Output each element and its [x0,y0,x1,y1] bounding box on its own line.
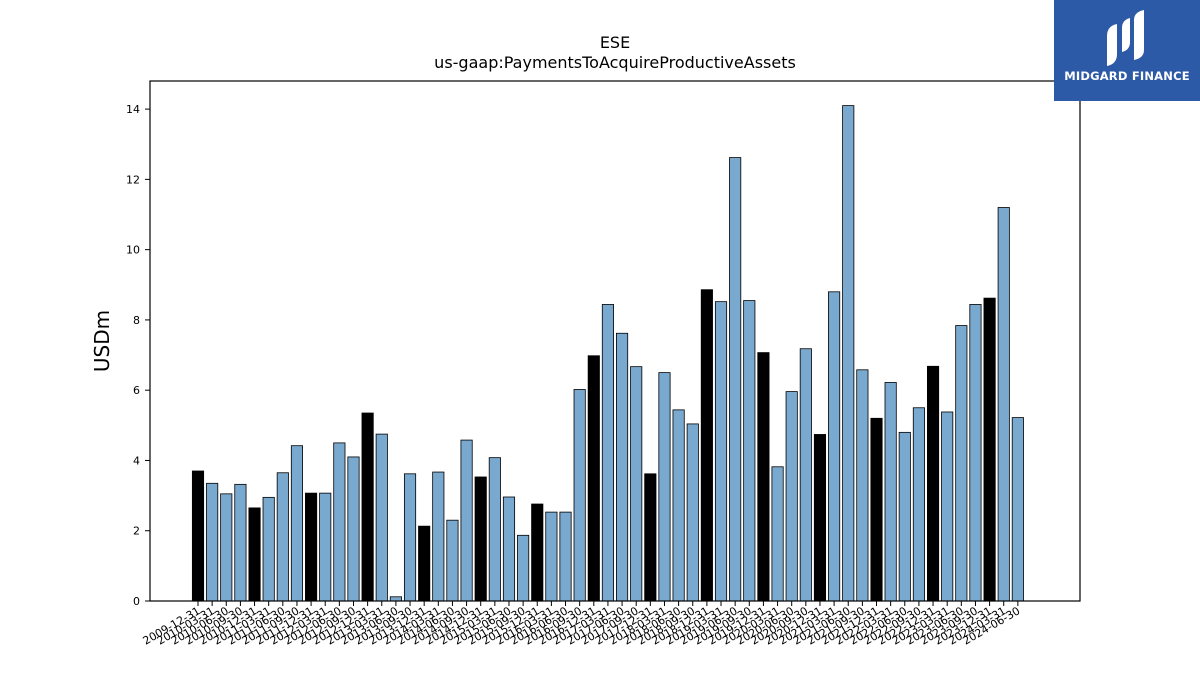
bar [955,325,968,602]
bar [319,492,332,602]
bar [1011,417,1024,602]
bar [234,483,247,602]
bar [403,473,417,602]
bar [305,492,318,602]
brand-logo: MIDGARD FINANCE [1054,0,1200,101]
bar [517,534,530,602]
bar [276,472,289,602]
y-tick-label: 14 [126,103,140,116]
bar [573,389,586,602]
bar [587,355,600,602]
bar [460,439,473,602]
bar [926,365,940,602]
bar [743,300,756,602]
bar [785,391,798,602]
bar [502,496,516,602]
bar [941,411,954,602]
y-tick-label: 10 [126,244,140,257]
y-tick-label: 8 [133,314,140,327]
bar [290,445,304,602]
bar [997,207,1010,602]
bar [729,157,742,602]
bar [545,511,558,602]
y-axis-ticks: 0 2 4 6 8 10 12 14 [126,103,150,608]
bar [446,519,459,602]
bar [347,456,360,602]
y-tick-label: 0 [133,595,140,608]
bar [488,457,501,602]
bar [771,466,784,602]
plot-frame [149,80,1081,602]
bar [870,417,883,602]
bar [333,442,346,602]
bar [714,301,728,602]
bar [884,382,897,602]
bar [898,431,911,602]
bar [389,596,402,602]
bar [828,291,841,602]
bar [432,471,445,602]
bar [361,412,374,602]
brand-logo-mark-icon [1107,10,1144,66]
bar [644,473,657,602]
bar [983,297,996,602]
bar [969,304,982,602]
chart-title: ESE [600,33,630,52]
bar [686,423,699,602]
bars-group [191,105,1024,602]
bar [474,476,487,602]
bar [799,348,812,602]
bar [842,105,855,602]
bar [191,470,205,602]
bar [658,372,671,602]
y-axis-label: USDm [90,310,114,372]
bar [531,503,544,602]
bar [700,289,713,602]
bar [375,433,388,602]
bar [856,369,869,602]
bar [418,525,431,602]
bar [220,493,233,602]
bar [757,352,770,602]
y-tick-label: 6 [133,384,140,397]
bar [813,434,827,602]
bar [616,332,629,602]
y-tick-label: 12 [126,173,140,186]
bar [601,304,614,602]
bar [248,507,261,602]
bar [206,482,219,602]
bar [912,407,925,602]
y-tick-label: 4 [133,454,140,467]
brand-name: MIDGARD FINANCE [1064,69,1190,83]
bar [262,496,275,602]
bar [630,366,643,602]
bar [672,409,685,602]
y-tick-label: 2 [133,525,140,538]
chart-subtitle: us-gaap:PaymentsToAcquireProductiveAsset… [434,53,796,72]
x-axis-ticks: 2009-12-312010-03-312010-06-302010-09-30… [141,601,1022,648]
bar [559,511,572,602]
